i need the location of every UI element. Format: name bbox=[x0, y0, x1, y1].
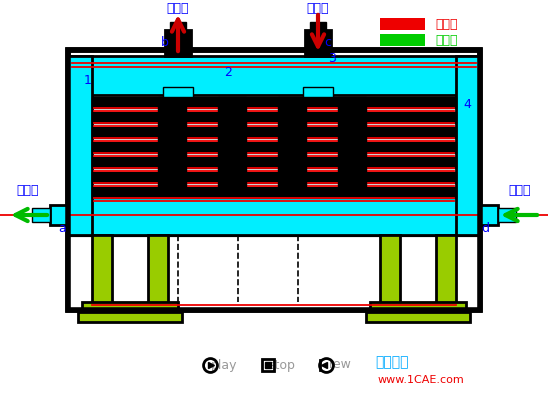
Bar bbox=[92, 112, 456, 123]
Bar bbox=[50, 205, 68, 225]
Text: 出水口: 出水口 bbox=[17, 183, 39, 197]
Bar bbox=[370, 302, 466, 315]
Bar bbox=[92, 157, 456, 168]
Text: 2: 2 bbox=[224, 66, 232, 78]
Bar bbox=[68, 50, 480, 310]
Bar bbox=[338, 97, 366, 195]
Bar bbox=[170, 22, 186, 32]
Text: 仿真在线: 仿真在线 bbox=[375, 355, 408, 369]
Bar bbox=[92, 172, 456, 183]
Text: 进油口: 进油口 bbox=[307, 2, 329, 14]
Bar bbox=[303, 87, 333, 97]
Bar bbox=[163, 87, 193, 97]
Text: 水进口: 水进口 bbox=[509, 183, 531, 197]
Bar bbox=[380, 235, 400, 305]
Text: www.1CAE.com: www.1CAE.com bbox=[378, 375, 465, 385]
Bar bbox=[68, 56, 92, 235]
Text: 3: 3 bbox=[328, 51, 336, 64]
Bar bbox=[92, 127, 456, 138]
Bar bbox=[380, 34, 425, 46]
Text: d: d bbox=[481, 222, 489, 234]
Bar bbox=[82, 302, 178, 315]
Bar bbox=[480, 205, 498, 225]
Text: 4: 4 bbox=[463, 98, 471, 111]
Bar bbox=[380, 18, 425, 30]
Bar bbox=[92, 142, 456, 153]
Bar bbox=[310, 22, 326, 32]
Text: a: a bbox=[58, 222, 66, 234]
Bar bbox=[78, 312, 182, 322]
Bar bbox=[498, 208, 516, 222]
Bar bbox=[305, 30, 331, 56]
Bar bbox=[68, 235, 480, 310]
Bar bbox=[158, 97, 186, 195]
Bar bbox=[366, 312, 470, 322]
Text: rew: rew bbox=[329, 359, 351, 371]
Text: play: play bbox=[211, 359, 237, 371]
Bar bbox=[278, 97, 306, 195]
Bar bbox=[165, 30, 191, 56]
Bar bbox=[32, 208, 50, 222]
Bar bbox=[456, 56, 480, 235]
Bar bbox=[68, 50, 480, 310]
Text: c: c bbox=[324, 35, 332, 49]
Bar bbox=[92, 97, 456, 108]
Bar bbox=[68, 56, 480, 95]
Text: 液压油: 液压油 bbox=[435, 18, 458, 31]
Bar bbox=[68, 195, 480, 235]
Bar bbox=[92, 235, 112, 305]
Text: stop: stop bbox=[269, 359, 295, 371]
Text: 冷却水: 冷却水 bbox=[435, 33, 458, 47]
Bar bbox=[436, 235, 456, 305]
Text: b: b bbox=[161, 35, 169, 49]
Text: 出油口: 出油口 bbox=[167, 2, 189, 14]
Bar bbox=[218, 97, 246, 195]
Bar bbox=[92, 187, 456, 198]
Text: 1: 1 bbox=[84, 74, 92, 86]
Bar bbox=[148, 235, 168, 305]
